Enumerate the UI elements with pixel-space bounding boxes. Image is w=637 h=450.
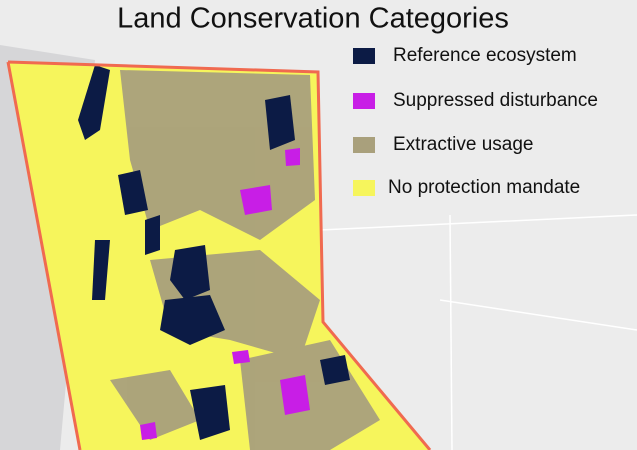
map-title: Land Conservation Categories [117, 3, 509, 35]
legend-swatch [353, 48, 375, 64]
legend-swatch [353, 180, 375, 196]
reference-areas [78, 65, 350, 440]
legend-swatch [353, 93, 375, 109]
legend-label: Suppressed disturbance [393, 90, 598, 111]
state-outline [6, 60, 432, 450]
legend: Reference ecosystem Suppressed disturbanc… [353, 45, 598, 198]
neighbor-borders [319, 214, 637, 450]
legend-label: Reference ecosystem [393, 45, 577, 66]
legend-swatch [353, 137, 375, 153]
legend-label: Extractive usage [393, 134, 533, 155]
suppressed-areas [140, 148, 310, 440]
legend-label: No protection mandate [388, 177, 580, 198]
